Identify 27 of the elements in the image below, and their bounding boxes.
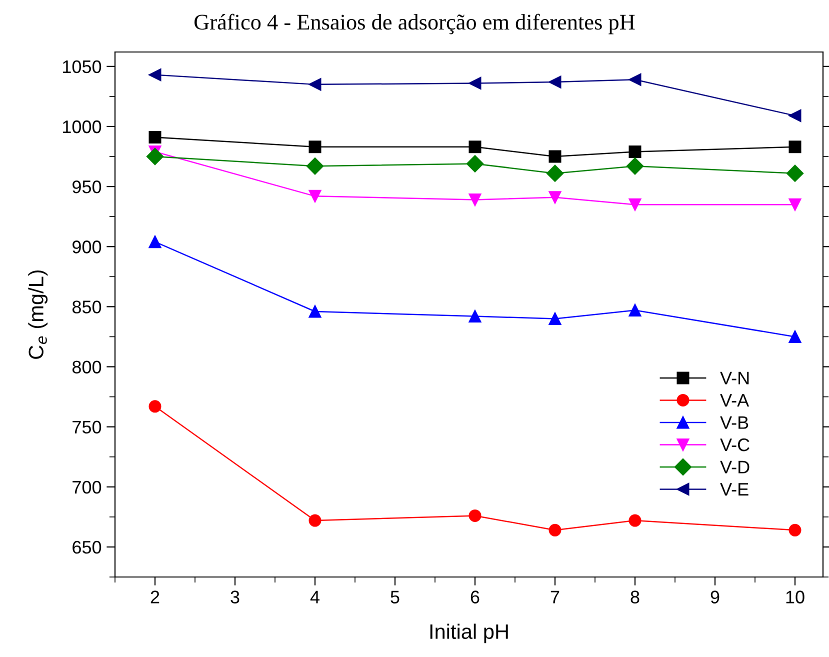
legend-label: V-D [720, 460, 750, 474]
y-tick-label: 700 [72, 480, 102, 494]
x-tick-label: 6 [470, 590, 480, 604]
y-tick-label: 750 [72, 420, 102, 434]
x-tick-label: 10 [786, 590, 804, 604]
x-tick-label: 4 [310, 590, 320, 604]
y-tick-label: 1000 [63, 120, 102, 134]
x-tick-label: 5 [390, 590, 400, 604]
legend-label: V-E [720, 483, 748, 496]
y-tick-label: 650 [72, 540, 102, 554]
x-tick-label: 8 [630, 590, 640, 604]
legend-label: V-A [720, 394, 750, 407]
y-tick-label: 950 [72, 180, 102, 194]
chart-title: Gráfico 4 - Ensaios de adsorção em diferentes pH [194, 14, 635, 34]
legend-label: V-N [720, 372, 749, 384]
y-tick-label: 1050 [63, 60, 102, 74]
x-axis-title: Initial pH [430, 624, 508, 644]
x-tick-label: 3 [230, 590, 240, 604]
legend-label: V-C [720, 438, 750, 452]
x-tick-label: 7 [550, 590, 560, 604]
y-tick-label: 900 [72, 240, 102, 254]
y-tick-label: 850 [72, 300, 102, 314]
y-tick-label: 800 [72, 360, 102, 374]
x-tick-label: 9 [710, 590, 720, 604]
legend-label: V-B [720, 416, 748, 429]
x-tick-label: 2 [150, 590, 160, 604]
y-axis-title: C$_{e}$ (mg/L) [28, 270, 48, 359]
